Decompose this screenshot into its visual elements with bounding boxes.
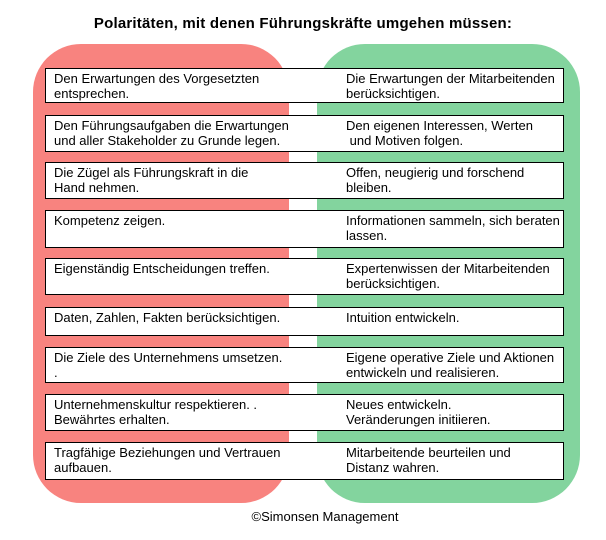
- left-pole-text: Den Erwartungen des Vorgesetzten entspre…: [54, 71, 260, 101]
- right-pole-text: Intuition entwickeln.: [346, 310, 460, 325]
- copyright-notice: ©Simonsen Management: [251, 509, 399, 524]
- left-pole-text: Daten, Zahlen, Fakten berücksichtigen.: [54, 310, 281, 325]
- polarity-row: Die Zügel als Führungskraft in die Hand …: [45, 162, 564, 199]
- right-pole-text: Die Erwartungen der Mitarbeitenden berüc…: [346, 71, 555, 101]
- left-pole-text: Die Zügel als Führungskraft in die Hand …: [54, 165, 249, 195]
- left-pole-text: Eigenständig Entscheidungen treffen.: [54, 261, 270, 276]
- polarity-row: Kompetenz zeigen. Informationen sammeln,…: [45, 210, 564, 248]
- polarity-row: Den Erwartungen des Vorgesetzten entspre…: [45, 68, 564, 103]
- right-pole-text: Mitarbeitende beurteilen und Distanz wah…: [346, 445, 511, 475]
- polarity-row: Eigenständig Entscheidungen treffen. Exp…: [45, 258, 564, 295]
- polarity-row: Unternehmenskultur respektieren. . Bewäh…: [45, 394, 564, 431]
- left-pole-text: Die Ziele des Unternehmens umsetzen. .: [54, 350, 283, 380]
- right-pole-text: Den eigenen Interessen, Werten und Motiv…: [346, 118, 533, 148]
- right-pole-text: Eigene operative Ziele und Aktionen entw…: [346, 350, 555, 380]
- page-title: Polaritäten, mit denen Führungskräfte um…: [93, 15, 513, 32]
- right-pole-text: Informationen sammeln, sich beraten lass…: [346, 213, 560, 243]
- polarity-row: Den Führungsaufgaben die Erwartungen und…: [45, 115, 564, 152]
- right-pole-text: Offen, neugierig und forschend bleiben.: [346, 165, 525, 195]
- polarity-row: Tragfähige Beziehungen und Vertrauen auf…: [45, 442, 564, 480]
- polarity-row: Die Ziele des Unternehmens umsetzen. . E…: [45, 347, 564, 383]
- left-pole-text: Kompetenz zeigen.: [54, 213, 166, 228]
- right-pole-text: Neues entwickeln. Veränderungen initiier…: [346, 397, 491, 427]
- polarity-row: Daten, Zahlen, Fakten berücksichtigen. I…: [45, 307, 564, 336]
- left-pole-text: Tragfähige Beziehungen und Vertrauen auf…: [54, 445, 281, 475]
- right-pole-text: Expertenwissen der Mitarbeitenden berück…: [346, 261, 550, 291]
- left-pole-text: Unternehmenskultur respektieren. . Bewäh…: [54, 397, 258, 427]
- left-pole-text: Den Führungsaufgaben die Erwartungen und…: [54, 118, 289, 148]
